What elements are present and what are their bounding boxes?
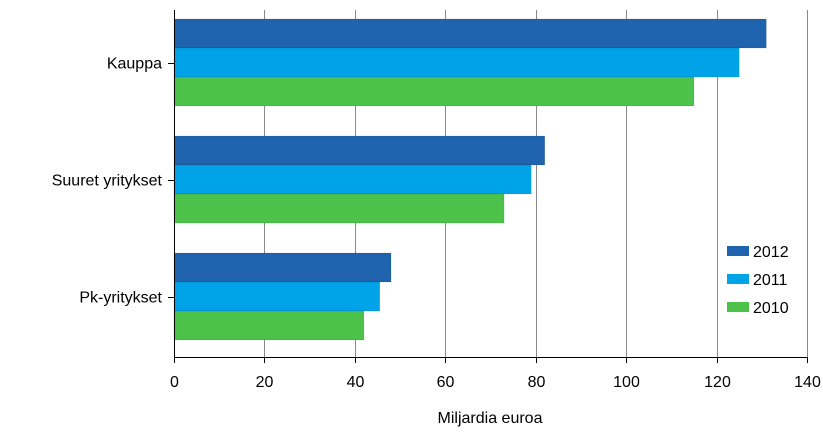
x-tick-label-20: 20 (256, 374, 274, 391)
x-tick-label-120: 120 (704, 374, 731, 391)
bar-2011-2 (173, 281, 380, 312)
legend-swatch-2012 (727, 246, 749, 256)
bar-2012-2 (173, 252, 392, 283)
category-label-0: Kauppa (107, 56, 162, 73)
bar-2012-1 (173, 135, 546, 166)
legend-swatch-2011 (727, 274, 749, 284)
legend: 2012 2011 2010 (727, 244, 789, 317)
bar-2011-1 (173, 164, 532, 195)
bar-2010-1 (173, 193, 505, 224)
bars-group (173, 18, 767, 341)
legend-label-2010: 2010 (753, 300, 789, 317)
x-tick-label-80: 80 (528, 374, 546, 391)
legend-swatch-2010 (727, 302, 749, 312)
x-tick-label-140: 140 (794, 374, 821, 391)
bar-2011-0 (173, 47, 740, 78)
axes-group: 0 20 40 60 80 100 120 140 Kauppa Suuret yritykset… (52, 10, 821, 391)
bar-2012-0 (173, 18, 767, 49)
x-tick-label-40: 40 (347, 374, 365, 391)
category-label-2: Pk-yritykset (79, 290, 162, 307)
x-axis-title: Miljardia euroa (438, 410, 543, 427)
bar-2010-0 (173, 76, 695, 107)
legend-label-2012: 2012 (753, 244, 789, 261)
x-tick-label-60: 60 (437, 374, 455, 391)
x-tick-label-0: 0 (170, 374, 179, 391)
category-label-1: Suuret yritykset (52, 173, 163, 190)
legend-label-2011: 2011 (753, 272, 788, 289)
bar-2010-2 (173, 310, 365, 341)
x-tick-label-100: 100 (613, 374, 640, 391)
